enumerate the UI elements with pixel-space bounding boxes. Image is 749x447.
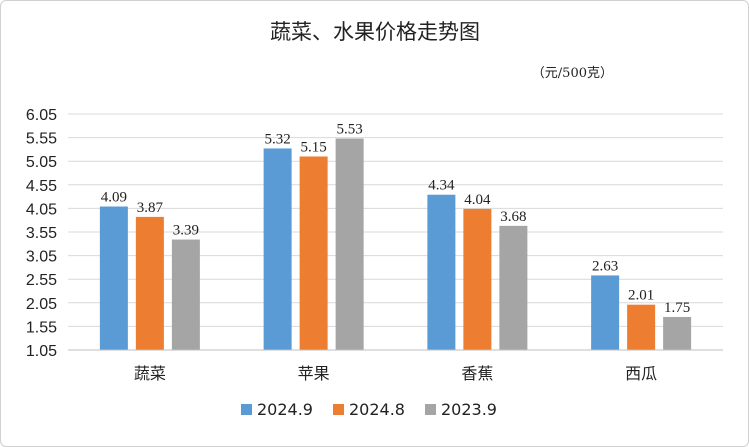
y-tick-label: 4.05	[26, 201, 57, 218]
bar	[135, 216, 164, 350]
legend: 2024.9 2024.8 2023.9	[241, 400, 497, 419]
data-label: 3.39	[173, 223, 199, 239]
x-axis-tick-labels: 蔬菜 苹果 香蕉 西瓜	[134, 364, 657, 383]
data-label: 3.68	[500, 209, 526, 225]
y-tick-label: 5.05	[26, 154, 57, 171]
y-tick-label: 2.55	[26, 272, 57, 289]
x-tick-label: 蔬菜	[134, 364, 166, 383]
data-label: 5.32	[265, 131, 291, 147]
y-tick-label: 6.05	[26, 107, 57, 124]
data-label: 5.53	[337, 122, 363, 138]
bar	[663, 316, 692, 350]
data-label: 5.15	[301, 139, 327, 155]
data-label: 4.34	[428, 178, 455, 194]
bar	[263, 148, 292, 350]
bar	[627, 304, 656, 350]
data-labels: 4.09 3.87 3.39 5.32 5.15 5.53 4.34 4.04 3.68 2.63…	[101, 122, 691, 316]
y-tick-label: 4.55	[26, 178, 57, 195]
bar	[99, 206, 128, 350]
gridlines	[68, 113, 723, 327]
chart-title: 蔬菜、水果价格走势图	[270, 20, 480, 44]
bar	[427, 194, 456, 350]
legend-label: 2024.9	[257, 400, 313, 419]
bar	[463, 208, 492, 350]
data-label: 1.75	[664, 300, 690, 316]
y-tick-label: 1.05	[26, 343, 57, 360]
bar	[335, 138, 364, 350]
legend-swatch	[425, 404, 436, 415]
bar	[299, 156, 328, 350]
data-label: 2.01	[628, 288, 654, 304]
y-axis-tick-labels: 1.05 1.55 2.05 2.55 3.05 3.55 4.05 4.55 5.05 5.55…	[26, 107, 57, 360]
legend-swatch	[333, 404, 344, 415]
bar	[171, 239, 200, 350]
unit-label: （元/500克）	[532, 66, 613, 81]
data-label: 2.63	[592, 258, 618, 274]
bar	[591, 275, 620, 350]
legend-label: 2023.9	[441, 400, 497, 419]
x-tick-label: 西瓜	[625, 364, 657, 383]
y-tick-label: 2.05	[26, 296, 57, 313]
data-label: 3.87	[137, 200, 164, 216]
legend-swatch	[241, 404, 252, 415]
bar	[499, 225, 528, 350]
y-tick-label: 5.55	[26, 131, 57, 148]
y-tick-label: 3.05	[26, 249, 57, 266]
x-tick-label: 苹果	[298, 364, 330, 383]
y-tick-label: 3.55	[26, 225, 57, 242]
bars	[99, 138, 692, 350]
y-tick-label: 1.55	[26, 319, 57, 336]
legend-label: 2024.8	[349, 400, 405, 419]
data-label: 4.09	[101, 190, 127, 206]
x-tick-label: 香蕉	[461, 364, 493, 383]
data-label: 4.04	[464, 192, 491, 208]
